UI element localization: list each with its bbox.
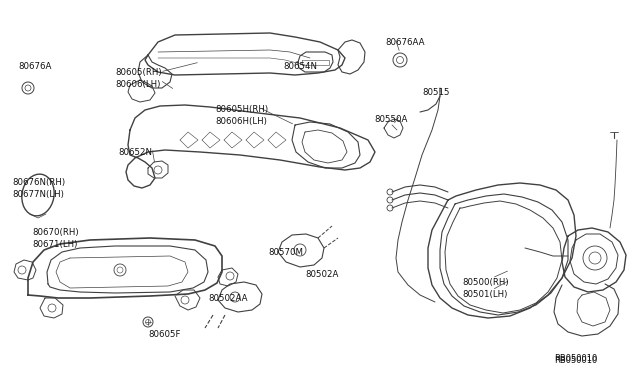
Text: 80676A: 80676A xyxy=(18,62,51,71)
Text: 80502AA: 80502AA xyxy=(208,294,248,303)
Text: 80670(RH): 80670(RH) xyxy=(32,228,79,237)
Text: 80550A: 80550A xyxy=(374,115,408,124)
Text: 80677N(LH): 80677N(LH) xyxy=(12,190,64,199)
Text: 80654N: 80654N xyxy=(283,62,317,71)
Text: 80605F: 80605F xyxy=(148,330,180,339)
Text: 80502A: 80502A xyxy=(305,270,339,279)
Text: 80676N(RH): 80676N(RH) xyxy=(12,178,65,187)
Text: 80652N: 80652N xyxy=(118,148,152,157)
Text: 80671(LH): 80671(LH) xyxy=(32,240,77,249)
Text: 80500(RH): 80500(RH) xyxy=(462,278,509,287)
Text: 80570M: 80570M xyxy=(268,248,303,257)
Text: 80676AA: 80676AA xyxy=(385,38,424,47)
Text: 80605H(RH): 80605H(RH) xyxy=(215,105,268,114)
Text: 80501(LH): 80501(LH) xyxy=(462,290,508,299)
Text: RB050010: RB050010 xyxy=(554,356,597,365)
Text: 80606H(LH): 80606H(LH) xyxy=(215,117,267,126)
Text: 80606(LH): 80606(LH) xyxy=(115,80,161,89)
Text: 80605(RH): 80605(RH) xyxy=(115,68,162,77)
Text: 80515: 80515 xyxy=(422,88,449,97)
Text: RB050010: RB050010 xyxy=(554,354,597,363)
